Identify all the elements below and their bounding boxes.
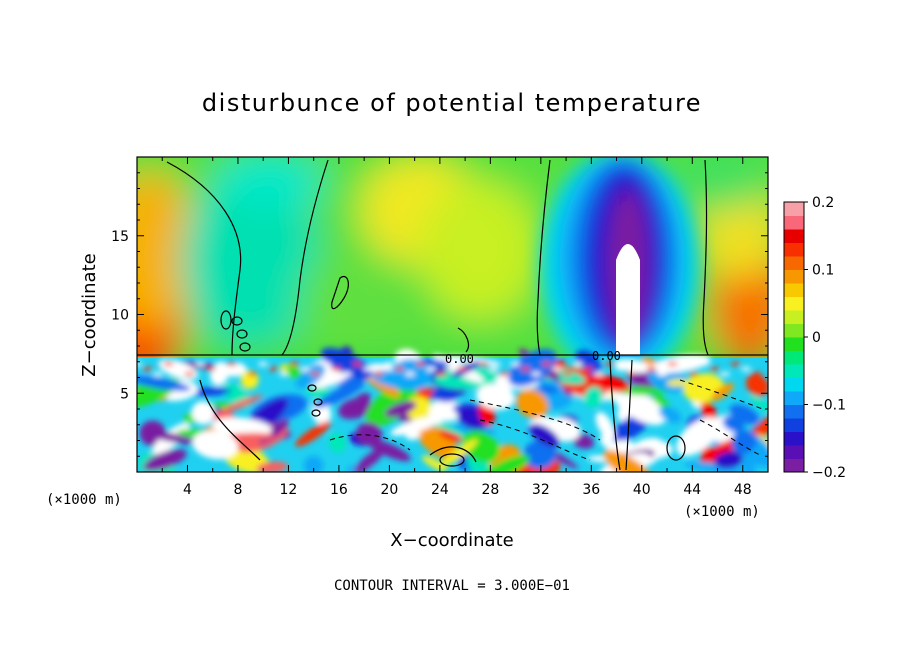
colorbar-cell [784,229,804,243]
y-tick-label: 5 [120,386,129,402]
colorbar-cell [784,323,804,338]
colorbar-cell [784,404,804,419]
x-tick-label: 44 [683,482,701,498]
colorbar-cell [784,283,804,297]
colorbar-cell [784,337,804,351]
colorbar-cell [784,242,804,257]
plot-area: 0.00 0.00 [136,156,769,473]
x-tick-label: 32 [532,482,550,498]
x-tick-label: 12 [280,482,298,498]
x-tick-label: 16 [330,482,348,498]
x-axis-label: X−coordinate [390,530,513,551]
colorbar-tick-label: 0.2 [812,195,834,211]
contour-label-right: 0.00 [592,349,621,363]
colorbar-cell [784,269,804,284]
y-tick-label: 10 [111,308,129,324]
contour-dashed [329,379,766,461]
x-tick-label: 36 [582,482,600,498]
contour-lines [137,159,768,471]
colorbar-cell [784,296,804,311]
x-axis: 4 8 12 16 20 24 28 32 36 40 44 48 [161,157,752,498]
colorbar-cell [784,418,804,432]
colorbar-cell [784,391,804,405]
contour-label-left: 0.00 [445,352,474,366]
colorbar-cell [784,350,804,365]
x-unit-label-left: (×1000 m) [46,492,122,508]
colorbar-cell [784,431,804,446]
colorbar-cell [784,458,804,473]
colorbar-cell [784,215,804,230]
white-column [616,244,640,355]
x-tick-label: 48 [734,482,752,498]
colorbar-tick-label: 0.1 [812,263,834,279]
y-axis: 5 10 15 [111,172,768,457]
lower-field [137,346,768,472]
x-tick-label: 40 [633,482,651,498]
x-tick-label: 8 [233,482,242,498]
colorbar-cell [784,445,804,459]
chart-title: disturbunce of potential temperature [202,89,702,117]
colorbar-tick-label: −0.1 [812,398,846,414]
x-tick-label: 4 [183,482,192,498]
x-tick-label: 20 [380,482,398,498]
contour-interval-note: CONTOUR INTERVAL = 3.000E−01 [334,578,570,594]
y-tick-label: 15 [111,229,129,245]
colorbar-cell [784,256,804,270]
colorbar-cell [784,364,804,378]
y-axis-label: Z−coordinate [79,253,100,376]
colorbar-tick-label: 0 [812,330,821,346]
colorbar-tick-label: −0.2 [812,465,846,481]
colorbar-cell [784,310,804,324]
x-tick-label: 28 [481,482,499,498]
x-tick-label: 24 [431,482,449,498]
colorbar-cell [784,202,804,216]
x-unit-label-right: (×1000 m) [684,504,760,520]
colorbar: 0.2 0.1 0 −0.1 −0.2 [783,195,846,481]
colorbar-cell [784,377,804,392]
